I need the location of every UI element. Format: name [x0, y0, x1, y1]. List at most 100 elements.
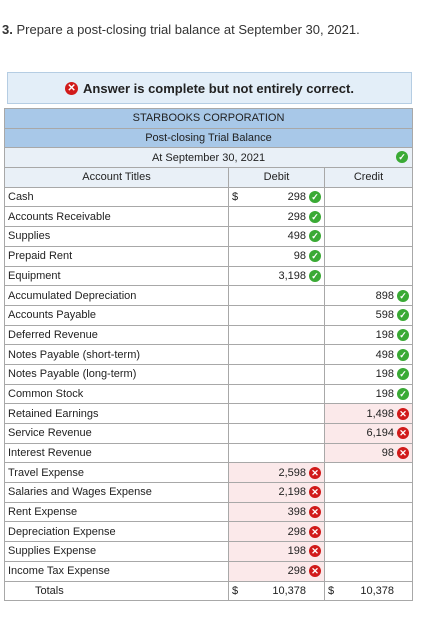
table-row: Deferred Revenue 198 ✓ [4, 324, 414, 346]
check-circle-icon: ✓ [397, 309, 410, 322]
totals-row: Totals $10,378 $10,378 [4, 580, 414, 602]
account-title-input[interactable]: Travel Expense [4, 462, 229, 484]
credit-input[interactable]: 198 ✓ [323, 383, 414, 405]
account-title-input[interactable]: Rent Expense [4, 501, 229, 523]
credit-input[interactable] [323, 541, 414, 562]
credit-input[interactable]: 198 ✓ [323, 363, 414, 385]
debit-input[interactable]: 398 ✕ [228, 501, 325, 523]
debit-input[interactable]: 298 ✕ [228, 560, 325, 582]
debit-input[interactable] [228, 285, 325, 306]
account-title-input[interactable]: Notes Payable (short-term) [4, 344, 229, 365]
statement-title: Post-closing Trial Balance [3, 127, 414, 149]
debit-input[interactable]: 2,598 ✕ [228, 462, 325, 484]
account-title-input[interactable]: Prepaid Rent [4, 245, 229, 267]
amount-value: 1,498 [366, 407, 395, 420]
credit-input[interactable] [323, 462, 414, 484]
account-title-input[interactable]: Accumulated Depreciation [4, 285, 229, 306]
debit-input[interactable]: 198 ✕ [228, 541, 325, 562]
debit-input[interactable] [228, 304, 325, 326]
credit-input[interactable] [323, 186, 414, 208]
account-title-input[interactable]: Common Stock [4, 383, 229, 405]
table-row: Retained Earnings 1,498 ✕ [4, 403, 414, 424]
x-circle-icon: ✕ [309, 466, 321, 479]
credit-input[interactable]: 98 ✕ [323, 442, 414, 464]
debit-input[interactable]: 298 ✕ [228, 521, 325, 543]
dollar-sign: $ [328, 584, 335, 597]
amount-value: 398 [287, 506, 306, 519]
account-title-input[interactable]: Depreciation Expense [4, 521, 229, 543]
debit-input[interactable]: 498 ✓ [228, 226, 325, 247]
dollar-sign: $ [232, 191, 239, 204]
credit-input[interactable]: 1,498 ✕ [323, 403, 414, 424]
trial-balance-table: STARBOOKS CORPORATION Post-closing Trial… [3, 108, 414, 602]
account-title-input[interactable]: Cash [4, 186, 229, 208]
check-circle-icon: ✓ [397, 348, 410, 361]
debit-input[interactable] [228, 363, 325, 385]
table-row: Accounts Payable 598 ✓ [4, 304, 414, 326]
amount-value: 2,198 [278, 486, 306, 499]
credit-input[interactable]: 898 ✓ [323, 285, 414, 306]
banner-text: Answer is complete but not entirely corr… [83, 80, 354, 96]
debit-input[interactable] [228, 324, 325, 346]
total-debit[interactable]: $10,378 [228, 580, 325, 602]
question-body: Prepare a post-closing trial balance at … [16, 22, 360, 37]
amount-value: 898 [375, 289, 395, 302]
amount-value: 498 [287, 230, 306, 243]
account-title-input[interactable]: Supplies [4, 226, 229, 247]
debit-input[interactable] [228, 403, 325, 424]
total-value: 10,378 [272, 584, 306, 597]
company-name: STARBOOKS CORPORATION [3, 108, 414, 129]
amount-value: 3,198 [278, 269, 306, 282]
credit-input[interactable] [323, 226, 414, 247]
check-circle-icon: ✓ [397, 368, 410, 381]
debit-input[interactable]: 98 ✓ [228, 245, 325, 267]
table-row: Salaries and Wages Expense 2,198 ✕ [4, 482, 414, 503]
account-title-input[interactable]: Income Tax Expense [4, 560, 229, 582]
credit-input[interactable] [323, 265, 414, 287]
account-title-input[interactable]: Service Revenue [4, 423, 229, 444]
total-credit[interactable]: $10,378 [323, 580, 414, 602]
account-title-input[interactable]: Equipment [4, 265, 229, 287]
credit-input[interactable] [323, 521, 414, 543]
table-row: Prepaid Rent 98 ✓ [4, 245, 414, 267]
check-circle-icon: ✓ [397, 328, 410, 341]
credit-input[interactable] [323, 206, 414, 228]
credit-input[interactable]: 198 ✓ [323, 324, 414, 346]
credit-input[interactable]: 498 ✓ [323, 344, 414, 365]
account-title-input[interactable]: Retained Earnings [4, 403, 229, 424]
table-row: Travel Expense 2,598 ✕ [4, 462, 414, 484]
amount-value: 498 [375, 348, 395, 361]
debit-input[interactable] [228, 442, 325, 464]
x-circle-icon: ✕ [309, 506, 321, 519]
question-text: 3. Prepare a post-closing trial balance … [2, 22, 360, 37]
credit-input[interactable]: 6,194 ✕ [323, 423, 414, 444]
account-title-input[interactable]: Notes Payable (long-term) [4, 363, 229, 385]
account-title-input[interactable]: Accounts Receivable [4, 206, 229, 228]
statement-date-text: At September 30, 2021 [151, 151, 266, 164]
credit-input[interactable] [323, 560, 414, 582]
credit-input[interactable] [323, 245, 414, 267]
account-title-input[interactable]: Accounts Payable [4, 304, 229, 326]
debit-input[interactable]: 3,198 ✓ [228, 265, 325, 287]
debit-input[interactable]: 2,198 ✕ [228, 482, 325, 503]
credit-input[interactable] [323, 501, 414, 523]
debit-input[interactable] [228, 383, 325, 405]
account-title-input[interactable]: Interest Revenue [4, 442, 229, 464]
account-title-input[interactable]: Supplies Expense [4, 541, 229, 562]
x-circle-icon: ✕ [397, 427, 410, 440]
credit-input[interactable]: 598 ✓ [323, 304, 414, 326]
table-row: Accounts Receivable 298 ✓ [4, 206, 414, 228]
statement-date: At September 30, 2021 ✓ [3, 147, 414, 169]
question-number: 3. [2, 22, 13, 37]
x-circle-icon: ✕ [397, 447, 410, 460]
debit-input[interactable]: 298 ✓ [228, 206, 325, 228]
debit-input[interactable] [228, 344, 325, 365]
account-title-input[interactable]: Deferred Revenue [4, 324, 229, 346]
debit-input[interactable] [228, 423, 325, 444]
total-value: 10,378 [360, 584, 395, 597]
account-title-input[interactable]: Salaries and Wages Expense [4, 482, 229, 503]
credit-input[interactable] [323, 482, 414, 503]
amount-value: 598 [375, 309, 395, 322]
amount-value: 298 [287, 210, 306, 223]
debit-input[interactable]: $298 ✓ [228, 186, 325, 208]
